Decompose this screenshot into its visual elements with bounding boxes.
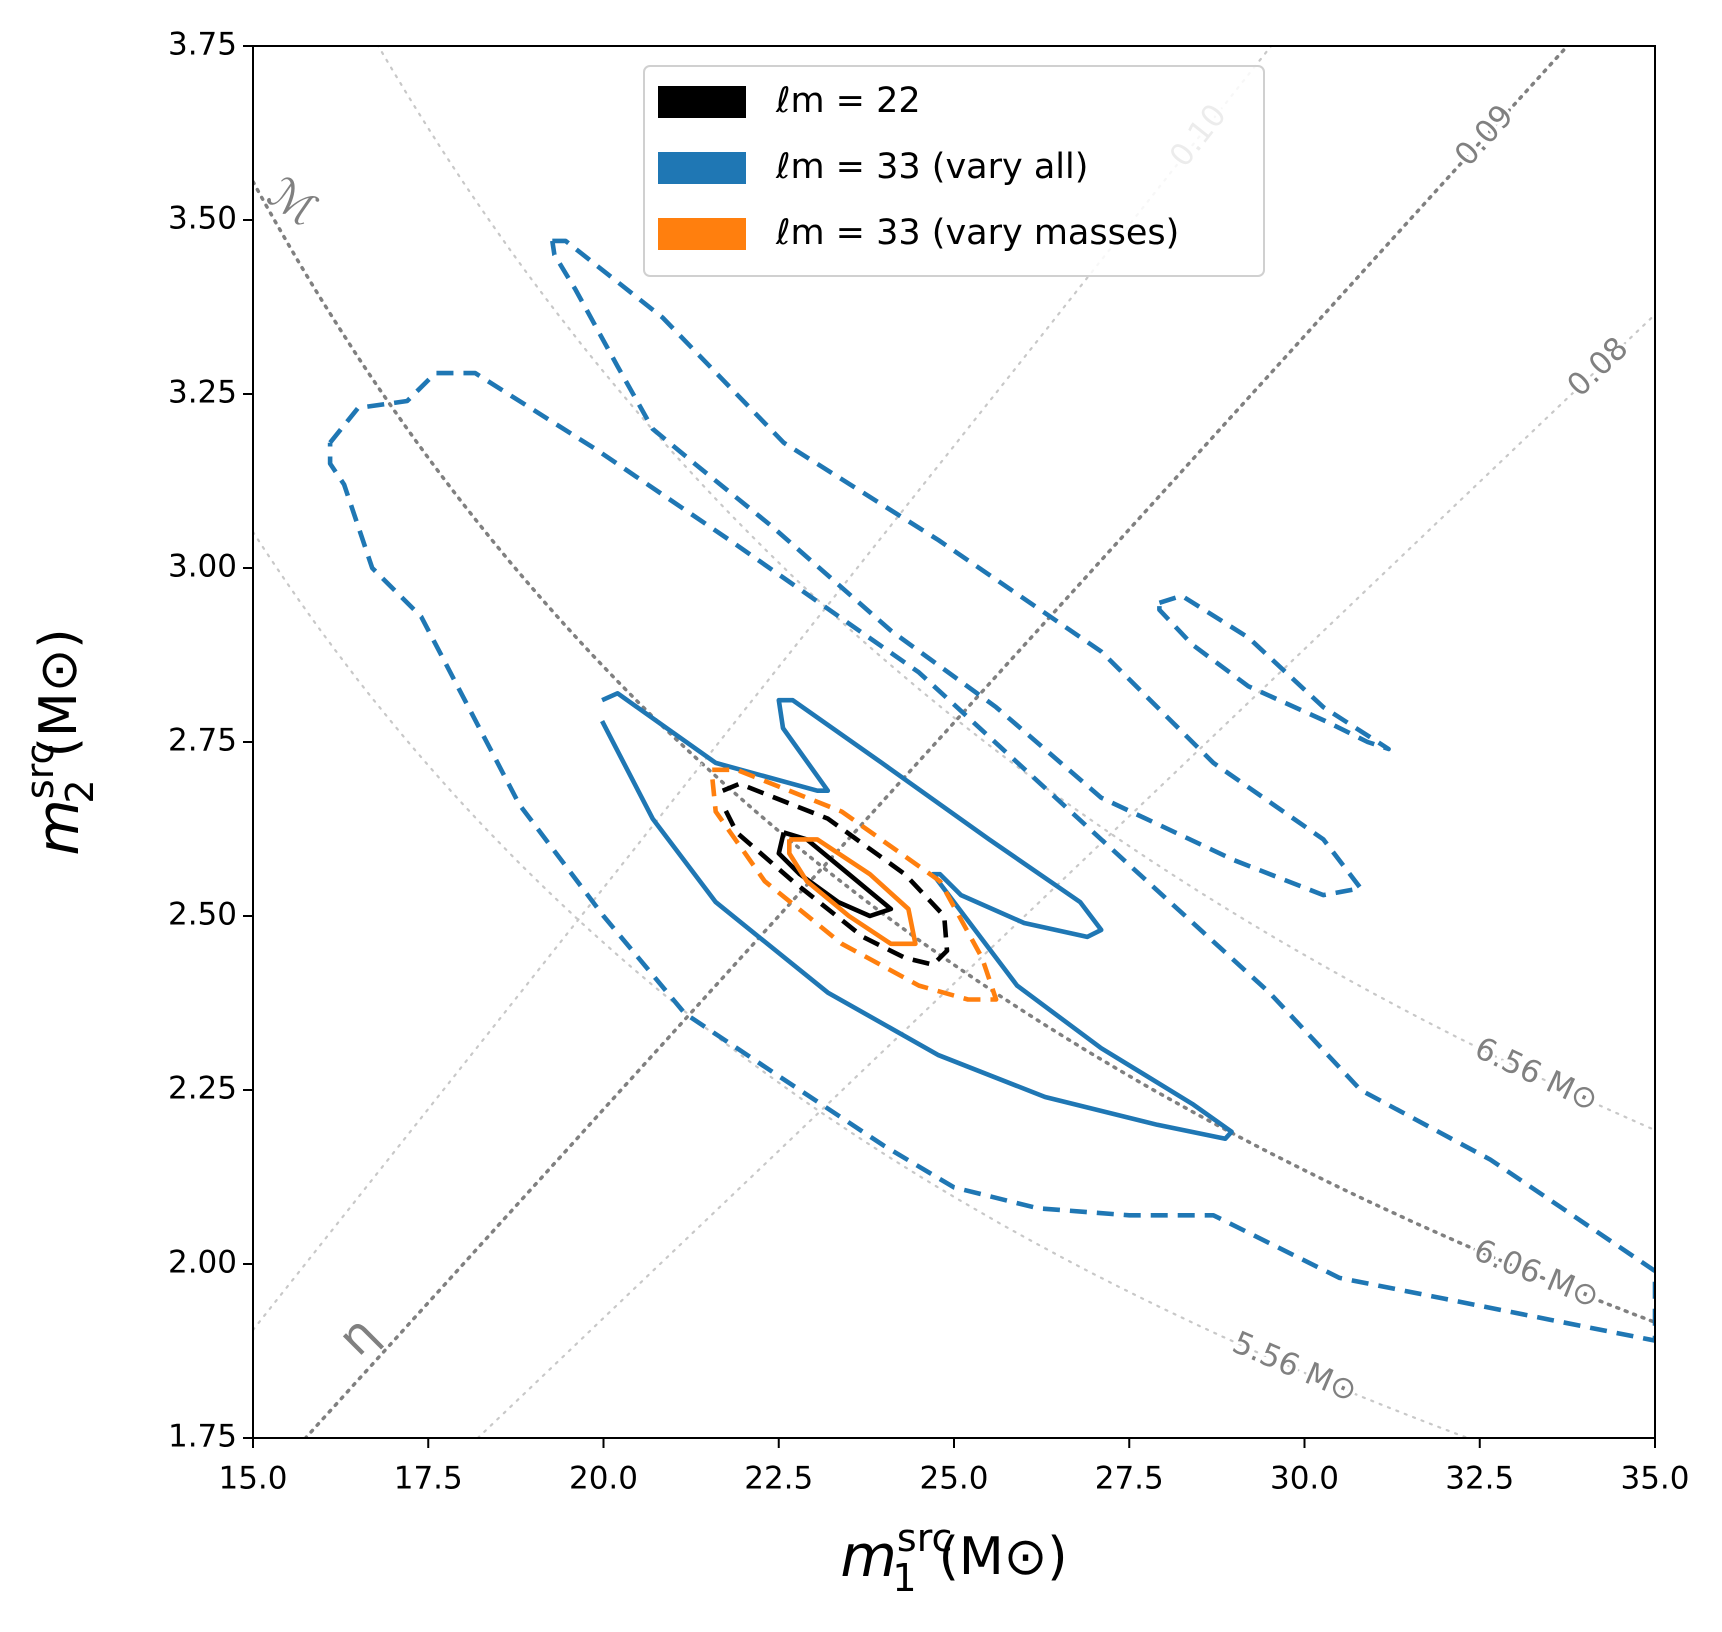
y-tick-label: 1.75 [168, 1419, 237, 1455]
x-tick-label: 20.0 [569, 1461, 638, 1497]
axis-symbol: m [24, 799, 92, 856]
axis-symbol: m [840, 1522, 897, 1590]
contour-layer [327, 238, 1655, 1343]
axis-unit: (M⊙) [29, 628, 89, 757]
legend-label: ℓm = 33 (vary all) [775, 147, 1088, 187]
ylabel-axis-label: msrc2 (M⊙) [18, 628, 102, 855]
chirp-mass-curve [377, 46, 1655, 1132]
y-tick-label: 2.75 [168, 723, 237, 759]
contour-line [600, 691, 1234, 1141]
axis-sub: 1 [892, 1556, 916, 1600]
y-tick-label: 3.00 [168, 549, 237, 585]
y-tick-label: 2.50 [168, 897, 237, 933]
chirp-mass-curve [253, 530, 1471, 1438]
axis-sub: 2 [58, 779, 102, 803]
legend-box [643, 65, 1265, 277]
contour-line [776, 830, 894, 919]
eta-curve [476, 313, 1655, 1438]
legend-swatch [658, 218, 746, 250]
x-tick-label: 35.0 [1620, 1461, 1689, 1497]
x-tick-label: 22.5 [744, 1461, 813, 1497]
contour-line [787, 837, 918, 947]
legend-label: ℓm = 22 [775, 81, 921, 121]
x-tick-label: 27.5 [1095, 1461, 1164, 1497]
xlabel-axis-label: msrc 1 (M⊙) [840, 1516, 1067, 1600]
y-tick-label: 2.00 [168, 1245, 237, 1281]
legend-label: ℓm = 33 (vary masses) [775, 213, 1179, 253]
legend-swatch [658, 152, 746, 184]
chirp-mass-label: 6.56 M⊙ [1469, 1030, 1603, 1119]
axis-unit: (M⊙) [939, 1527, 1068, 1587]
x-tick-label: 30.0 [1270, 1461, 1339, 1497]
x-tick-label: 15.0 [218, 1461, 287, 1497]
y-tick-label: 3.50 [168, 201, 237, 237]
chirp-mass-curve [253, 179, 1655, 1325]
axis-sup: src [897, 1516, 952, 1560]
contour-line [1157, 593, 1391, 752]
y-tick-label: 3.25 [168, 375, 237, 411]
axes-layer: 6.56 M⊙6.06 M⊙5.56 M⊙0.100.090.08ℳη15.01… [18, 27, 1690, 1600]
grid-layer [253, 46, 1655, 1438]
x-tick-label: 25.0 [919, 1461, 988, 1497]
eta-curve [253, 46, 1273, 1332]
contour-line [327, 370, 1655, 1343]
legend-swatch [658, 86, 746, 118]
contour-line [550, 238, 1363, 898]
contour-line [709, 767, 999, 1002]
y-tick-label: 2.25 [168, 1071, 237, 1107]
axis-sup: src [18, 744, 62, 799]
x-tick-label: 17.5 [394, 1461, 463, 1497]
chirp-mass-label: 6.06 M⊙ [1469, 1232, 1604, 1315]
x-tick-label: 32.5 [1445, 1461, 1514, 1497]
contour-line [720, 781, 950, 967]
y-tick-label: 3.75 [168, 27, 237, 63]
chirp-mass-label: 5.56 M⊙ [1227, 1325, 1362, 1410]
chirp-mass-symbol: ℳ [259, 168, 327, 237]
